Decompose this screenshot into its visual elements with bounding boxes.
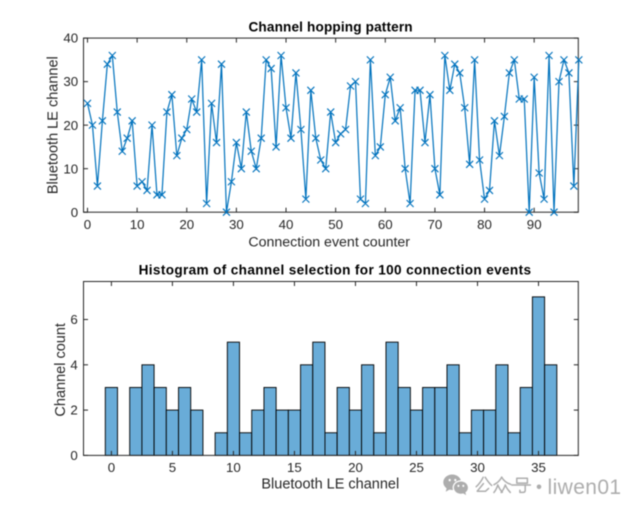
- svg-text:30: 30: [470, 460, 485, 475]
- svg-text:2: 2: [70, 403, 77, 418]
- svg-text:20: 20: [348, 460, 363, 475]
- svg-text:20: 20: [63, 118, 78, 133]
- svg-text:Channel count: Channel count: [53, 323, 69, 417]
- svg-text:Channel hopping pattern: Channel hopping pattern: [248, 20, 412, 35]
- svg-text:0: 0: [84, 217, 91, 232]
- svg-text:50: 50: [328, 217, 343, 232]
- svg-text:4: 4: [70, 357, 77, 372]
- svg-text:Histogram of channel selection: Histogram of channel selection for 100 c…: [139, 262, 532, 277]
- svg-text:0: 0: [70, 448, 77, 463]
- svg-text:Bluetooth LE channel: Bluetooth LE channel: [46, 56, 62, 194]
- svg-text:10: 10: [130, 217, 145, 232]
- svg-text:35: 35: [531, 460, 546, 475]
- svg-text:liwen01: liwen01: [548, 476, 622, 499]
- svg-text:70: 70: [428, 217, 443, 232]
- svg-text:5: 5: [169, 460, 176, 475]
- svg-text:10: 10: [226, 460, 241, 475]
- svg-text:Connection event counter: Connection event counter: [248, 234, 410, 250]
- svg-text:40: 40: [279, 217, 294, 232]
- svg-text:6: 6: [70, 312, 77, 327]
- svg-text:30: 30: [63, 74, 78, 89]
- svg-text:40: 40: [63, 31, 78, 46]
- svg-text:60: 60: [378, 217, 393, 232]
- svg-text:20: 20: [179, 217, 194, 232]
- svg-text:25: 25: [409, 460, 424, 475]
- svg-text:0: 0: [71, 205, 78, 220]
- svg-text:10: 10: [63, 161, 78, 176]
- svg-text:15: 15: [287, 460, 302, 475]
- svg-text:80: 80: [477, 217, 492, 232]
- svg-text:Bluetooth LE channel: Bluetooth LE channel: [261, 477, 399, 493]
- svg-text:90: 90: [527, 217, 542, 232]
- svg-text:0: 0: [108, 460, 115, 475]
- svg-text:30: 30: [229, 217, 244, 232]
